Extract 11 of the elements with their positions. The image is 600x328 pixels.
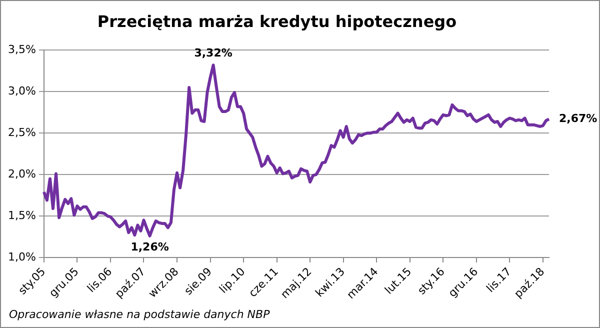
- chart-title: Przeciętna marża kredytu hipotecznego: [97, 12, 457, 31]
- y-tick-label: 2,5%: [8, 126, 36, 139]
- y-tick-label: 3,5%: [8, 43, 36, 56]
- data-label: 2,67%: [559, 112, 598, 125]
- y-tick-label: 1,0%: [8, 250, 36, 264]
- data-label: 1,26%: [130, 240, 169, 254]
- y-tick-label: 1,5%: [8, 208, 36, 222]
- y-tick-label: 3,0%: [8, 84, 36, 98]
- data-label: 3,32%: [194, 46, 232, 60]
- y-tick-label: 2,0%: [8, 167, 36, 180]
- text: Opracowanie własne na podstawie danych NBP: [9, 308, 270, 321]
